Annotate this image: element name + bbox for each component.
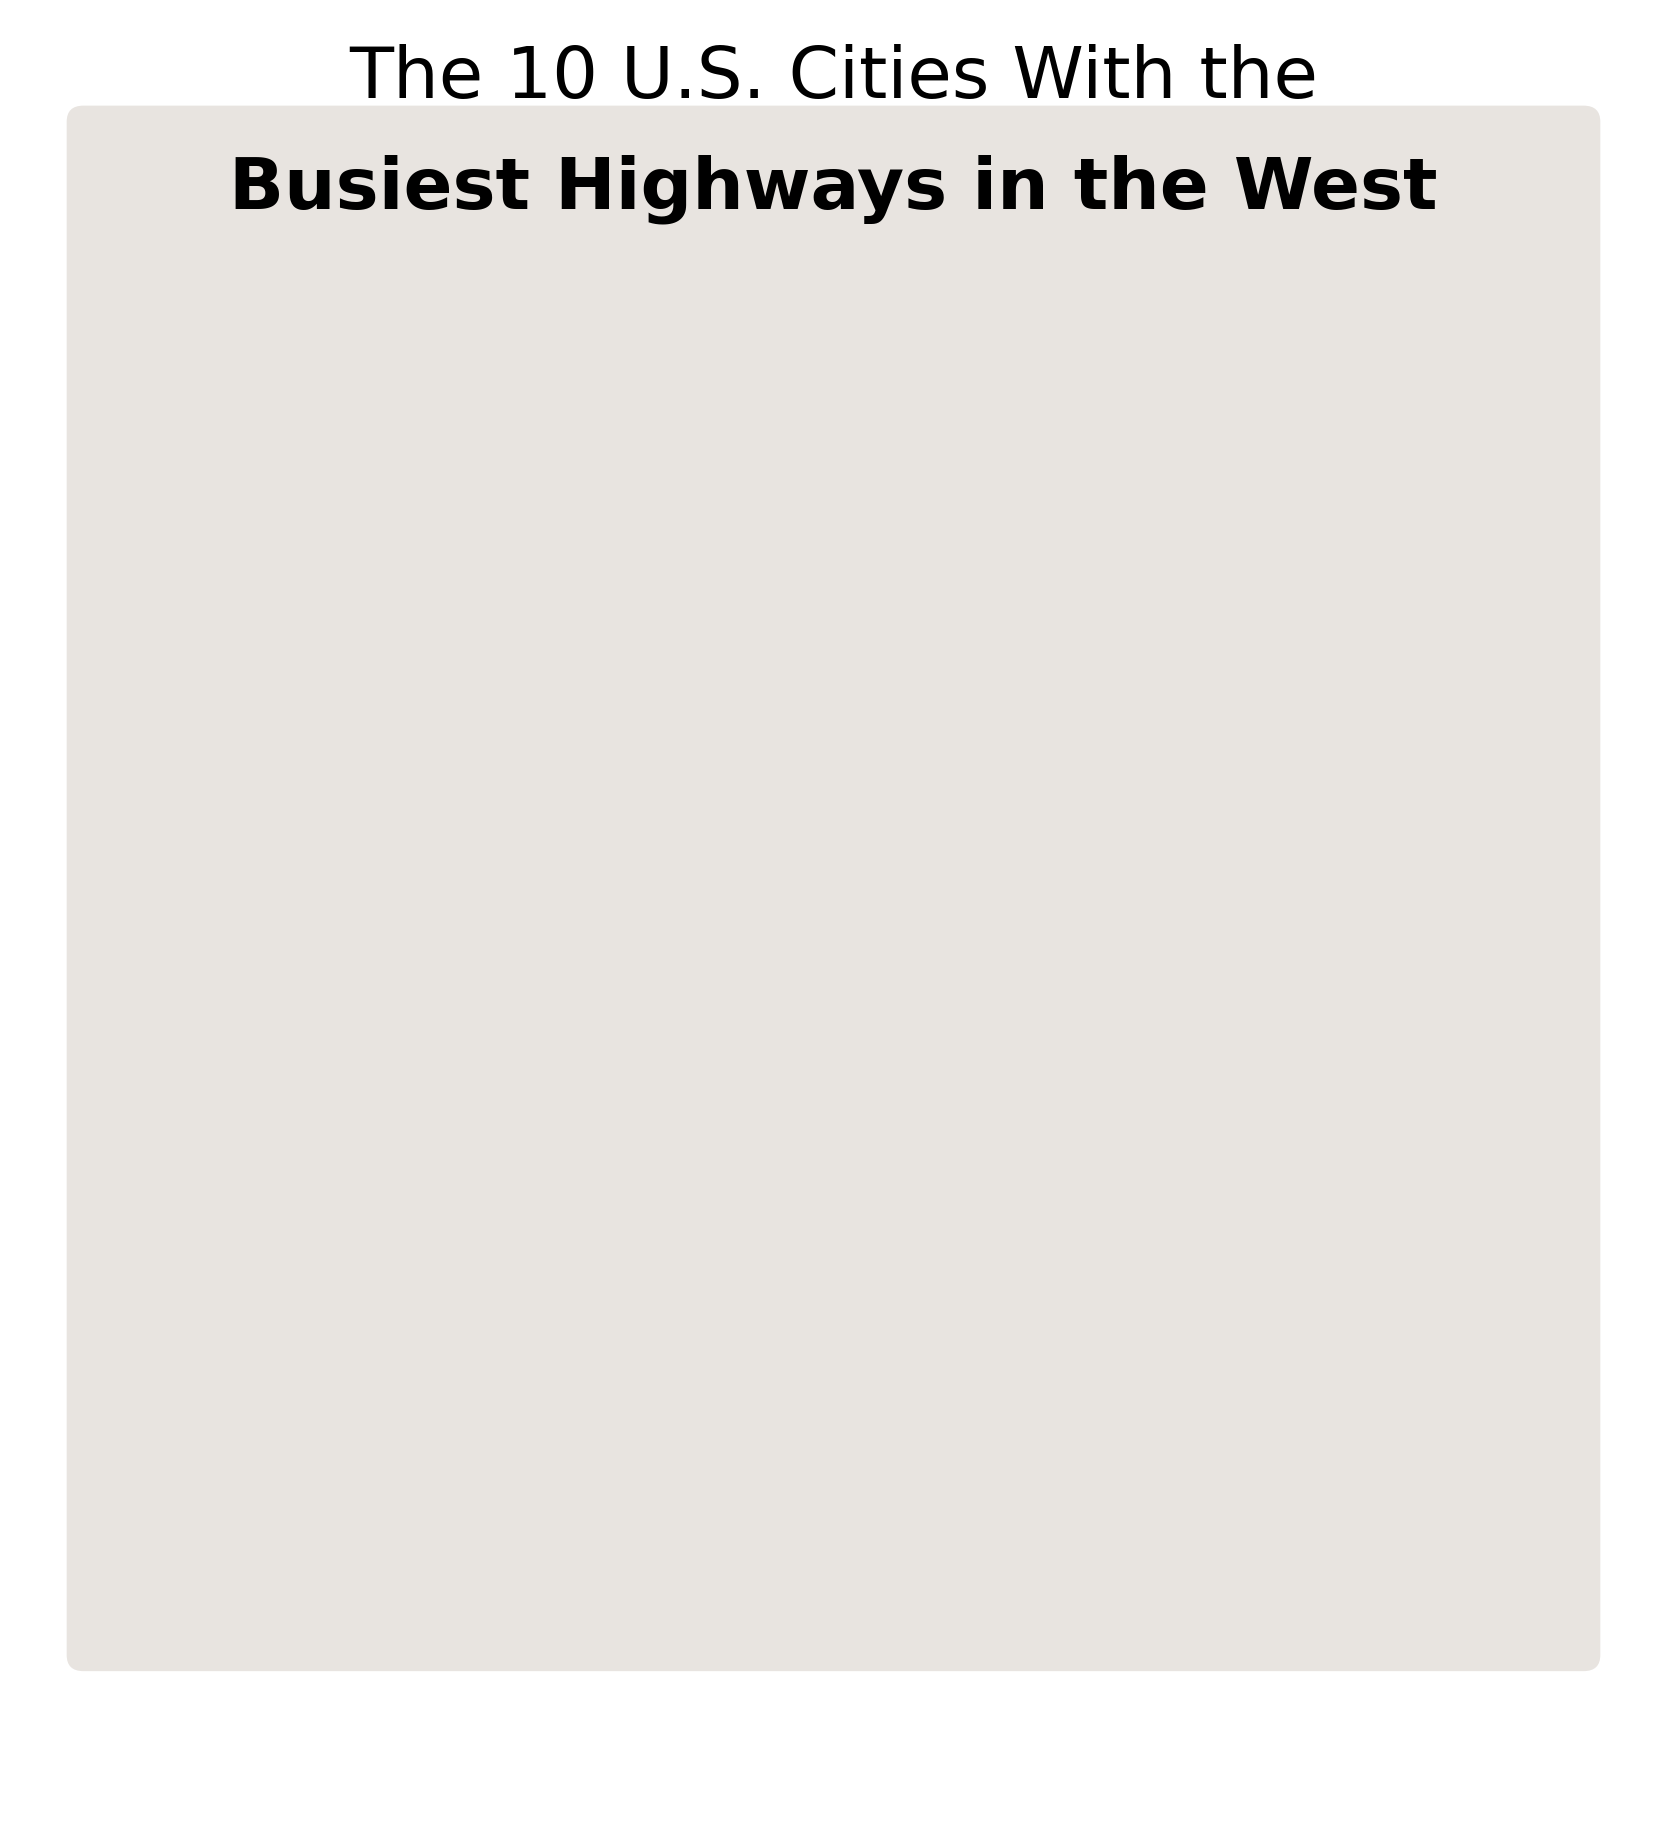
Text: The 10 U.S. Cities With the: The 10 U.S. Cities With the [348, 44, 1319, 114]
FancyBboxPatch shape [67, 106, 1600, 1671]
Text: Busiest Highways in the West: Busiest Highways in the West [230, 154, 1437, 224]
